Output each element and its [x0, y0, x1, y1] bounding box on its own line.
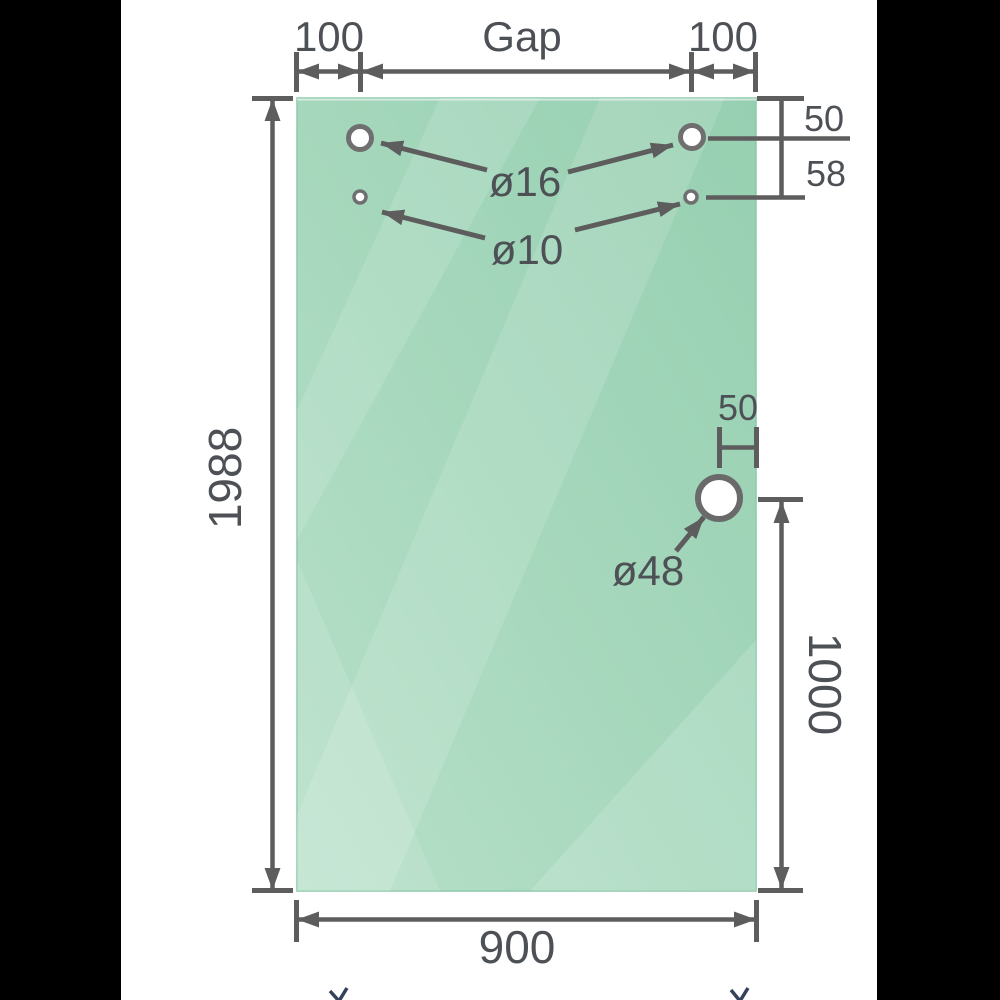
dist-dim-label: 1000: [799, 633, 851, 735]
hole-16-right: [678, 123, 706, 151]
top-dim-label-right-100: 100: [688, 13, 758, 60]
top-dim-label-gap: Gap: [482, 13, 561, 60]
drill-holes: [346, 123, 743, 522]
right-top-dimension: [706, 96, 850, 200]
leader-o16-right-arrow: [567, 142, 674, 175]
cropped-mark-left: [328, 987, 349, 1000]
bottom-cropped-marks: [328, 987, 750, 1000]
glass-panel: [296, 97, 757, 892]
leader-o10-right-arrow: [574, 201, 681, 233]
hole-10-left: [352, 189, 368, 205]
hole-48-label: ø48: [612, 547, 684, 594]
width-dim-label: 900: [479, 921, 556, 973]
height-dimension: [252, 96, 293, 893]
leader-o10-left-arrow: [381, 209, 486, 241]
top-dimension: [294, 52, 758, 92]
right-dim-label-58: 58: [806, 153, 846, 194]
hole-10-label: ø10: [491, 226, 563, 273]
cropped-mark-right: [729, 987, 750, 1000]
right-black-bar: [877, 0, 1000, 1000]
hole-16-label: ø16: [489, 158, 561, 205]
bottom-distance-dimension: [758, 497, 803, 893]
right-dim-label-50: 50: [804, 98, 844, 139]
hole-10-right: [683, 189, 699, 205]
top-dim-label-left-100: 100: [294, 13, 364, 60]
leader-o48-arrow: [674, 515, 706, 553]
height-dim-label: 1988: [199, 427, 251, 529]
handle-dim-label: 50: [718, 387, 758, 428]
hole-48-handle: [695, 474, 743, 522]
leader-o16-left-arrow: [380, 140, 488, 173]
left-black-bar: [0, 0, 121, 1000]
handle-offset-dimension: [717, 427, 759, 468]
hole-leader-arrows: [380, 140, 706, 553]
hole-16-left: [346, 124, 374, 152]
glass-reflection-streaks: [297, 98, 756, 891]
width-dimension: [294, 900, 759, 942]
